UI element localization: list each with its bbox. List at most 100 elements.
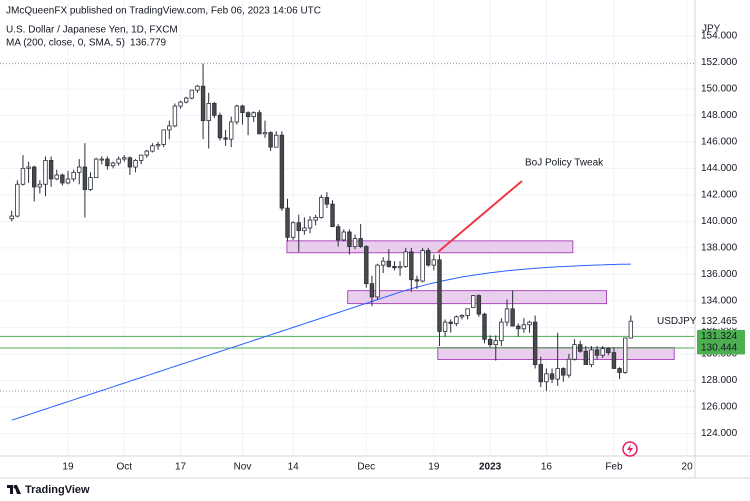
candle-body	[431, 259, 437, 266]
candle-body	[386, 260, 392, 267]
candle-body	[442, 321, 448, 332]
candle-body	[380, 260, 386, 266]
y-tick-label: 138.000	[701, 243, 738, 254]
candle-body	[352, 238, 358, 247]
candle-body	[144, 150, 149, 156]
candle-body	[82, 166, 88, 190]
y-tick-label: 140.000	[701, 216, 738, 227]
y-tick-label: 146.000	[701, 136, 738, 147]
candle-body	[105, 158, 110, 167]
x-tick-label: 14	[288, 462, 300, 473]
candle-body	[240, 105, 245, 114]
level-label: 130.444	[701, 343, 738, 354]
candle-body	[161, 129, 166, 145]
candle-body	[150, 145, 155, 152]
candle-body	[611, 352, 617, 369]
x-tick-label: 17	[175, 462, 187, 473]
candle-body	[229, 121, 234, 140]
candle-body	[189, 89, 195, 99]
annotation-line	[437, 180, 523, 253]
candle-body	[482, 313, 487, 340]
y-tick-label: 126.000	[701, 402, 738, 413]
candle-body	[577, 344, 583, 352]
candle-body	[454, 316, 459, 324]
candle-body	[99, 158, 104, 161]
candle-body	[583, 350, 589, 365]
x-tick-label: 20	[682, 462, 694, 473]
candle-body	[392, 266, 397, 269]
symbol-label: USDJPY	[657, 316, 697, 327]
candle-body	[116, 158, 121, 164]
candle-body	[364, 246, 369, 285]
candle-body	[212, 102, 217, 116]
candle-body	[290, 222, 296, 238]
brand-logo	[7, 485, 21, 494]
candle-body	[43, 159, 48, 185]
x-tick-label: Nov	[234, 462, 252, 473]
candle-body	[127, 157, 133, 168]
candle-body	[257, 112, 262, 135]
candle-body	[459, 315, 465, 318]
candle-body	[532, 321, 538, 365]
candle-body	[465, 308, 470, 316]
candle-body	[487, 338, 493, 346]
candle-body	[437, 259, 442, 332]
annotation: BoJ Policy Tweak	[525, 158, 604, 169]
y-tick-label: 124.000	[701, 428, 738, 439]
candle-body	[77, 166, 82, 173]
candle-body	[476, 295, 482, 315]
y-tick-label: 142.000	[701, 190, 738, 201]
candle-body	[206, 102, 211, 122]
candle-body	[493, 340, 498, 346]
candle-body	[88, 177, 93, 190]
chart-title: U.S. Dollar / Japanese Yen, 1D, FXCM	[6, 25, 178, 36]
candle-body	[37, 183, 43, 188]
candle-body	[330, 203, 335, 228]
candle-body	[420, 250, 425, 282]
x-tick-label: 19	[428, 462, 440, 473]
y-tick-label: 128.000	[701, 375, 738, 386]
candle-body	[110, 162, 116, 167]
x-tick-label: Feb	[605, 462, 623, 473]
candle-body	[251, 112, 256, 118]
candle-body	[409, 251, 414, 281]
candle-body	[133, 159, 138, 168]
x-tick-label: Oct	[116, 462, 132, 473]
candle-body	[544, 373, 549, 383]
candle-body	[628, 320, 634, 339]
candle-body	[20, 167, 26, 185]
candle-body	[403, 251, 408, 267]
candle-body	[183, 97, 189, 103]
candle-body	[397, 266, 403, 269]
y-tick-label: 152.000	[701, 57, 738, 68]
grid	[0, 0, 695, 456]
currency: JPY	[702, 24, 721, 35]
candle-body	[172, 105, 178, 127]
candle-body	[178, 101, 183, 107]
candle-body	[200, 85, 206, 122]
candle-body	[617, 368, 622, 373]
candle-body	[375, 264, 380, 298]
candle-body	[9, 215, 14, 220]
candle-body	[426, 250, 431, 266]
candle-body	[499, 321, 504, 342]
candle-body	[223, 137, 228, 140]
candle-body	[510, 308, 515, 327]
indicator-value: 136.779	[130, 38, 167, 49]
x-tick-label: 16	[541, 462, 553, 473]
last-price-label: 132.465	[701, 316, 738, 327]
brand: TradingView	[25, 484, 90, 496]
candle-body	[606, 348, 611, 354]
candle-body	[414, 279, 420, 282]
candle-body	[155, 144, 161, 147]
candle-body	[555, 368, 560, 380]
y-tick-label: 144.000	[701, 163, 738, 174]
candle-body	[335, 226, 341, 241]
y-tick-label: 134.000	[701, 296, 738, 307]
candle-body	[549, 373, 555, 380]
candle-body	[594, 349, 600, 356]
candle-body	[93, 158, 99, 179]
level-label: 131.324	[701, 331, 738, 342]
publisher: JMcQueenFX published on TradingView.com,…	[6, 6, 321, 17]
